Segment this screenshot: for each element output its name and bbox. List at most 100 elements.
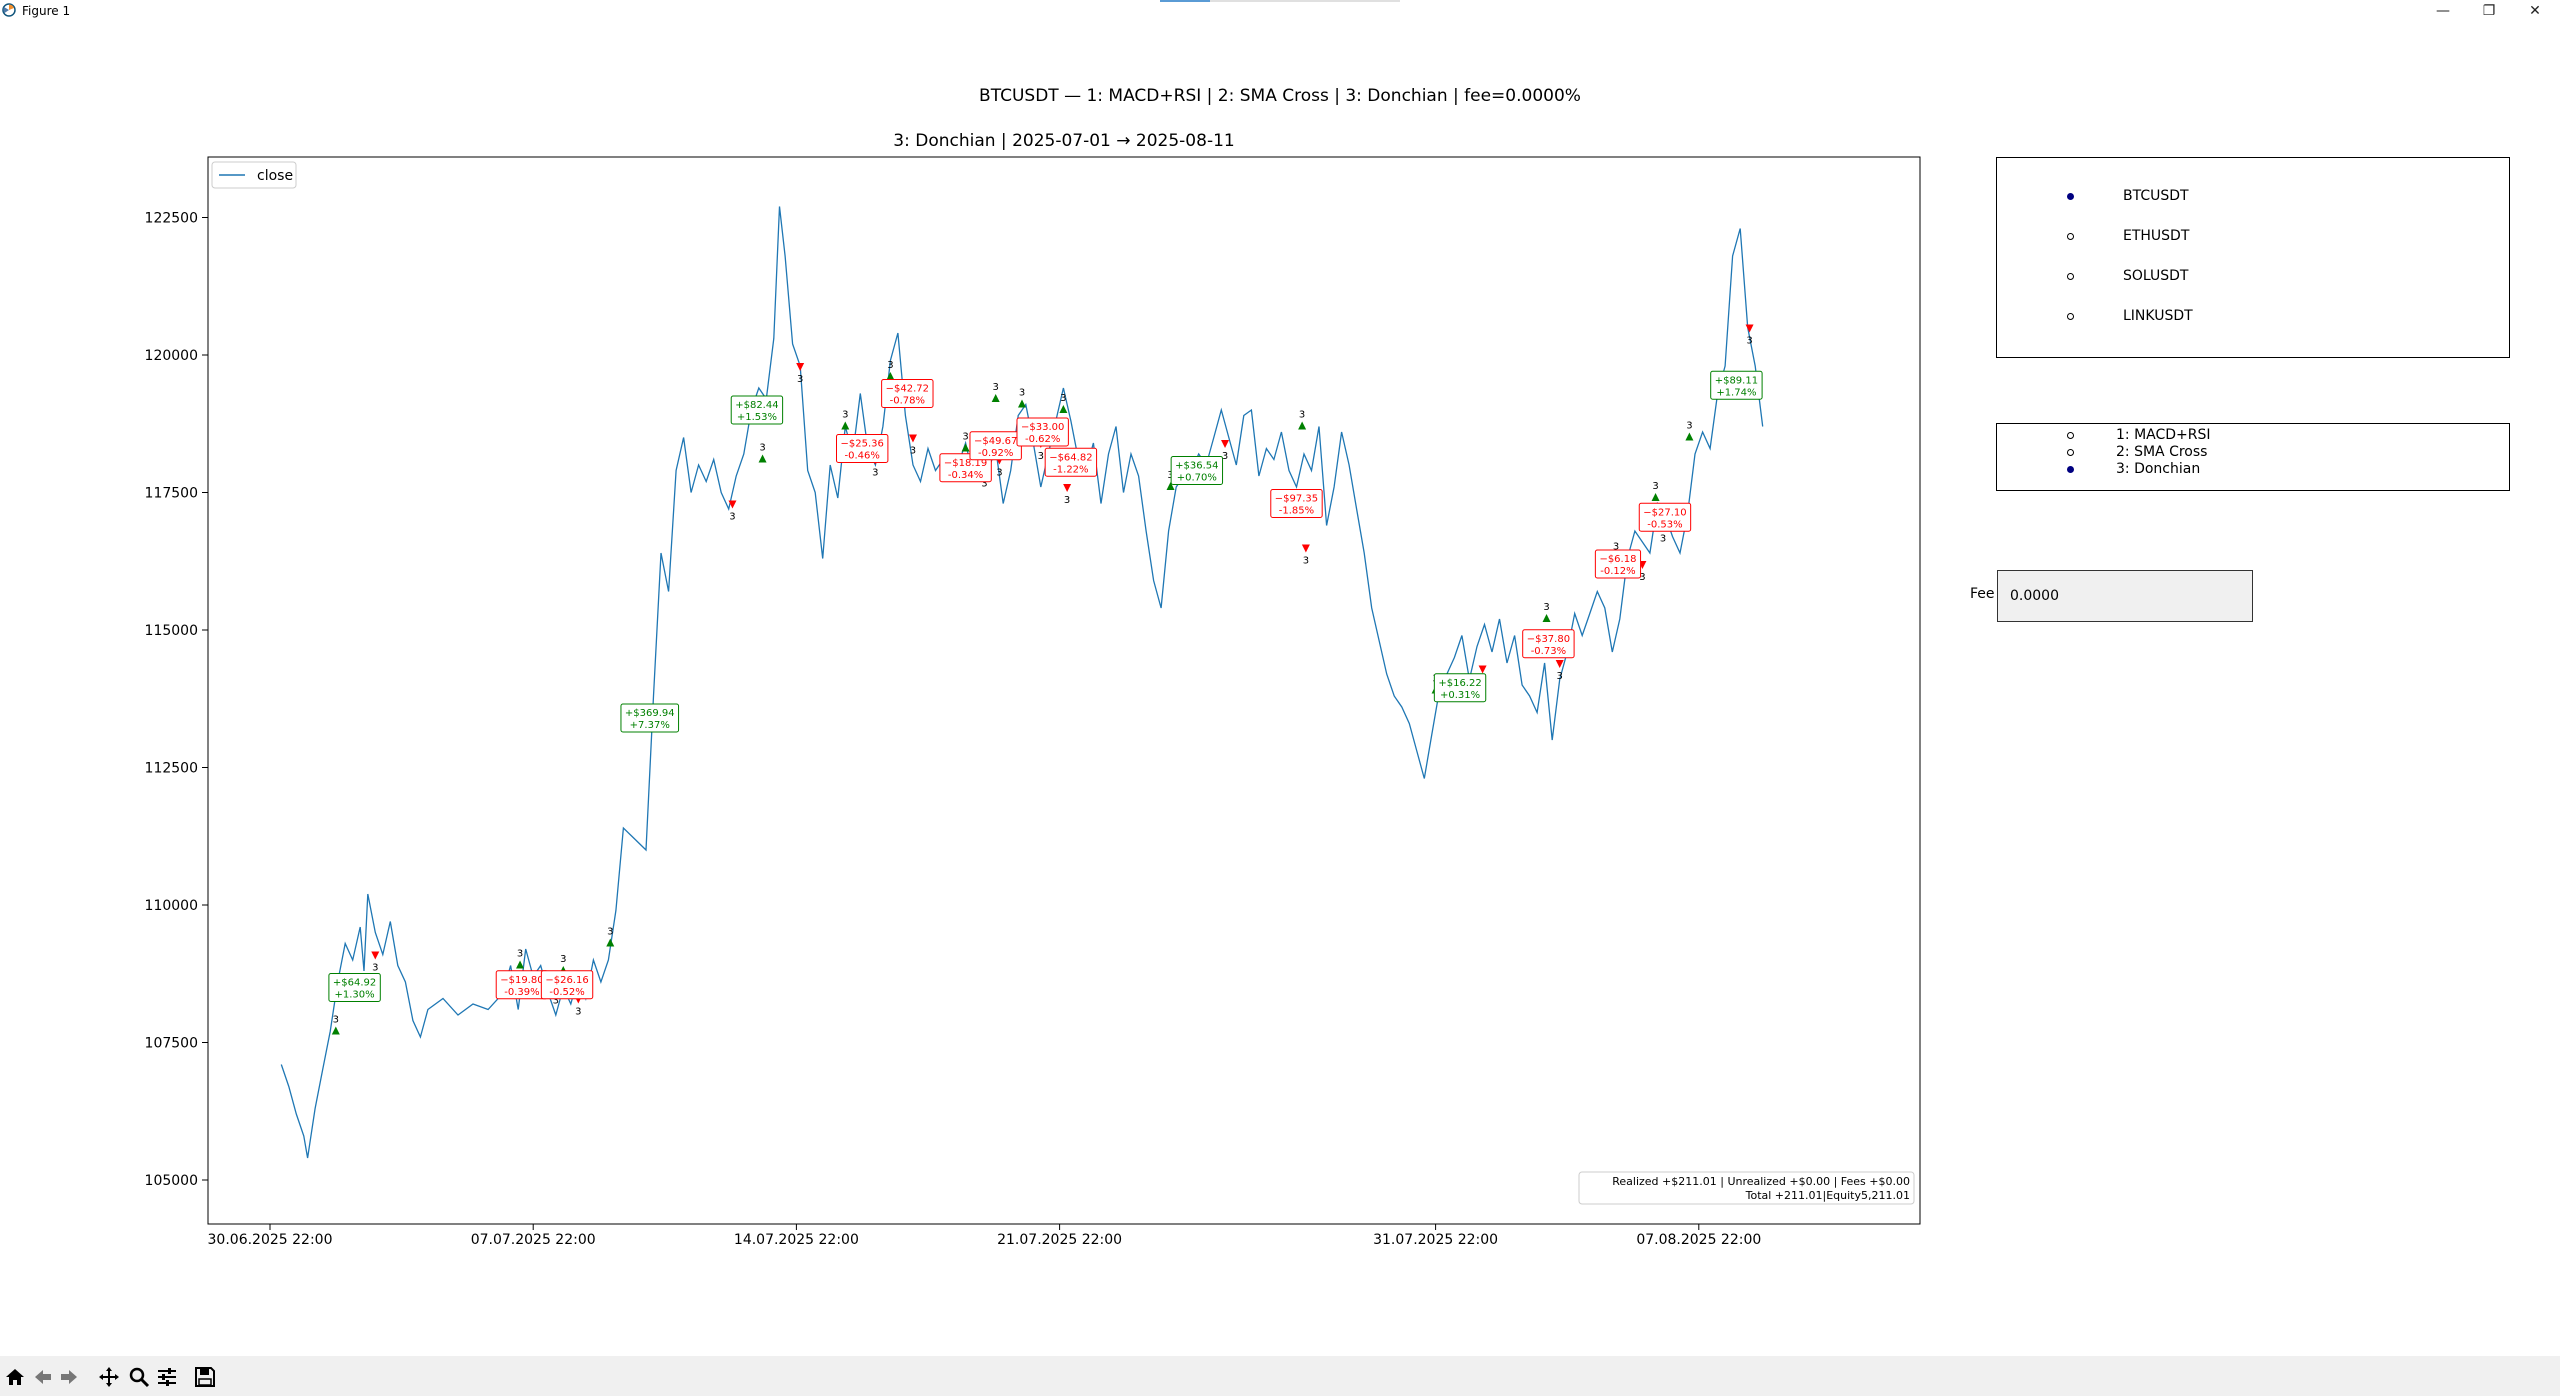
trade-pnl-box — [1044, 447, 1098, 477]
exit-marker — [1301, 544, 1310, 553]
strategy-radio-panel: 1: MACD+RSI 2: SMA Cross 3: Donchian — [1996, 423, 2510, 491]
radio-strategy-donchian[interactable]: 3: Donchian — [2067, 461, 2200, 477]
zoom-button[interactable] — [126, 1364, 152, 1390]
matplotlib-logo-icon — [2, 3, 16, 17]
entry-marker — [991, 394, 1000, 402]
entry-marker — [1298, 421, 1307, 430]
legend-label-close: close — [257, 168, 293, 184]
chart-canvas[interactable]: 105000 107500 110000 112500 115000 117500 1200… — [0, 0, 2560, 1356]
entry-marker-label: 3 — [1019, 388, 1025, 399]
entry-marker-label: 3 — [333, 1015, 339, 1026]
close-button[interactable]: ✕ — [2529, 3, 2541, 19]
back-button[interactable] — [30, 1364, 56, 1390]
entry-marker — [1651, 493, 1660, 501]
radio-dot-icon — [2067, 192, 2074, 200]
entry-marker — [758, 454, 767, 463]
navigation-toolbar — [0, 1356, 2560, 1396]
radio-strategy-sma-cross[interactable]: 2: SMA Cross — [2067, 444, 2207, 460]
exit-marker-label: 3 — [996, 468, 1002, 479]
y-tick-label: 122500 — [145, 211, 198, 227]
radio-dot-icon — [2067, 312, 2074, 320]
trade-pnl-amount: −$37.80 — [1527, 634, 1570, 645]
restore-button[interactable]: ❐ — [2482, 3, 2496, 19]
exit-marker-label: 3 — [981, 479, 987, 490]
radio-label: 3: Donchian — [2116, 461, 2201, 477]
x-tick-label: 21.07.2025 22:00 — [997, 1232, 1122, 1248]
entry-marker-label: 3 — [887, 360, 893, 371]
axes-frame — [207, 156, 1921, 1225]
minimize-button[interactable]: — — [2436, 3, 2450, 19]
trade-pnl-amount: +$89.11 — [1715, 375, 1758, 386]
x-axis: 30.06.2025 22:00 07.07.2025 22:00 14.07.20… — [208, 1224, 1761, 1248]
pan-button[interactable] — [96, 1364, 122, 1390]
exit-marker-label: 3 — [1639, 572, 1645, 583]
trade-pnl-percent: -0.52% — [549, 987, 584, 998]
window-titlebar: Figure 1 — ❐ ✕ — [0, 0, 2560, 22]
trade-pnl-percent: -1.22% — [1053, 464, 1088, 475]
exit-marker — [1221, 440, 1230, 448]
entry-marker — [841, 421, 850, 430]
trade-pnl-percent: +0.31% — [1440, 690, 1480, 701]
radio-label: LINKUSDT — [2123, 308, 2193, 324]
exit-marker — [1555, 660, 1564, 668]
trade-pnl-amount: −$25.36 — [841, 439, 884, 450]
radio-dot-icon — [2067, 448, 2074, 456]
entry-marker — [1018, 399, 1026, 408]
back-icon — [35, 1370, 51, 1384]
trade-pnl-box — [1270, 489, 1323, 518]
x-tick-label: 14.07.2025 22:00 — [734, 1232, 859, 1248]
y-tick-label: 120000 — [145, 348, 198, 364]
entry-marker-label: 3 — [1652, 481, 1658, 492]
save-icon — [195, 1367, 215, 1387]
entry-marker-label: 3 — [607, 927, 613, 938]
trade-pnl-box — [939, 453, 992, 483]
radio-label: SOLUSDT — [2123, 268, 2189, 284]
radio-dot-icon — [2067, 431, 2074, 439]
fee-input[interactable]: 0.0000 — [1997, 570, 2253, 622]
trade-pnl-box — [620, 703, 680, 733]
trade-pnl-amount: −$97.35 — [1275, 494, 1318, 505]
entry-marker — [961, 443, 970, 452]
radio-label: 2: SMA Cross — [2116, 444, 2208, 460]
exit-marker — [371, 951, 380, 960]
entry-marker — [1685, 432, 1694, 441]
trade-pnl-percent: -1.85% — [1279, 506, 1314, 517]
trade-pnl-percent: -0.73% — [1531, 646, 1566, 657]
radio-label: 1: MACD+RSI — [2116, 427, 2211, 443]
radio-dot-icon — [2067, 232, 2074, 240]
radio-strategy-macd-rsi[interactable]: 1: MACD+RSI — [2067, 427, 2211, 443]
exit-marker-label: 3 — [1038, 451, 1044, 462]
trade-pnl-amount: −$42.72 — [886, 384, 929, 395]
save-button[interactable] — [192, 1364, 218, 1390]
trade-pnl-amount: −$18.19 — [944, 458, 987, 469]
exit-marker-label: 3 — [872, 468, 878, 479]
forward-button[interactable] — [56, 1364, 82, 1390]
entry-marker-label: 3 — [517, 949, 523, 960]
radio-symbol-solusdt[interactable]: SOLUSDT — [2067, 268, 2188, 284]
trade-pnl-amount: −$49.67 — [974, 436, 1017, 447]
radio-label: BTCUSDT — [2123, 188, 2189, 204]
trade-pnl-percent: +1.30% — [335, 990, 375, 1001]
radio-symbol-linkusdt[interactable]: LINKUSDT — [2067, 308, 2193, 324]
exit-marker-label: 3 — [729, 512, 735, 523]
trade-pnl-box — [881, 379, 934, 408]
radio-dot-icon — [2067, 465, 2074, 473]
entry-marker — [516, 960, 525, 969]
radio-symbol-ethusdt[interactable]: ETHUSDT — [2067, 228, 2189, 244]
exit-marker-label: 3 — [575, 1007, 581, 1018]
trade-pnl-box — [1016, 417, 1069, 447]
entry-marker-label: 3 — [759, 443, 765, 454]
entry-marker-label: 3 — [1613, 542, 1619, 553]
trade-pnl-amount: −$6.18 — [1599, 554, 1636, 565]
trade-pnl-percent: +0.70% — [1177, 473, 1217, 484]
summary-line-1: Realized +$211.01 | Unrealized +$0.00 | … — [1612, 1175, 1910, 1188]
trade-pnl-amount: −$33.00 — [1021, 422, 1064, 433]
radio-symbol-btcusdt[interactable]: BTCUSDT — [2067, 188, 2189, 204]
trade-pnl-box — [1710, 370, 1763, 400]
home-button[interactable] — [2, 1364, 28, 1390]
entry-marker-label: 3 — [962, 432, 968, 443]
entry-marker-label: 3 — [560, 954, 566, 965]
configure-button[interactable] — [154, 1364, 180, 1390]
trade-pnl-box — [836, 434, 889, 463]
y-tick-label: 115000 — [145, 623, 198, 639]
